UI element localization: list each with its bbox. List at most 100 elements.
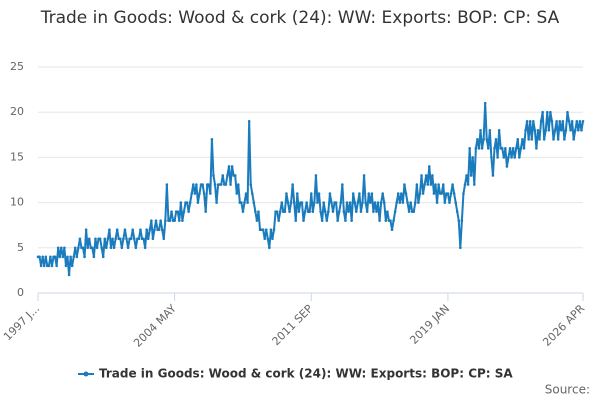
point: [115, 228, 119, 232]
point: [168, 219, 172, 222]
x-tick-label: 2004 MAY: [131, 302, 179, 350]
y-tick-label: 20: [10, 105, 24, 118]
point: [83, 255, 86, 259]
point: [49, 255, 52, 259]
point: [101, 255, 105, 259]
point: [423, 183, 426, 186]
point: [100, 246, 103, 250]
point: [483, 101, 487, 105]
point: [547, 128, 551, 132]
point: [392, 219, 395, 222]
point: [432, 192, 436, 195]
point: [154, 219, 158, 222]
point: [255, 219, 259, 222]
point: [292, 201, 296, 204]
point: [493, 147, 496, 150]
point: [185, 201, 189, 204]
point: [359, 210, 363, 213]
point: [395, 201, 398, 204]
point: [563, 138, 566, 141]
point: [122, 237, 125, 241]
point: [59, 246, 63, 250]
point: [75, 255, 79, 259]
point: [41, 255, 44, 259]
point: [303, 210, 307, 213]
point: [449, 192, 453, 195]
point: [559, 128, 563, 132]
point: [513, 156, 516, 159]
point: [328, 192, 332, 195]
point: [139, 228, 142, 232]
point: [536, 128, 540, 132]
point: [179, 201, 183, 204]
point: [98, 237, 102, 241]
point: [403, 183, 406, 186]
point: [243, 201, 246, 204]
point: [268, 246, 271, 250]
point: [451, 183, 454, 186]
point: [508, 147, 512, 150]
point: [84, 228, 88, 232]
x-tick-label: 2026 APR: [540, 302, 587, 349]
point: [215, 201, 218, 204]
point: [362, 174, 366, 177]
point: [108, 228, 111, 232]
point: [533, 128, 537, 132]
point: [527, 138, 530, 141]
point: [313, 201, 316, 204]
point: [516, 138, 520, 141]
point: [61, 255, 65, 259]
series-line: [38, 103, 584, 276]
y-tick-label: 10: [10, 196, 24, 209]
point: [129, 237, 133, 241]
point: [561, 119, 565, 123]
point: [70, 264, 74, 268]
point: [544, 128, 548, 132]
point: [311, 210, 315, 213]
point: [247, 119, 251, 123]
y-tick-label: 25: [10, 60, 24, 73]
point: [435, 201, 439, 204]
point: [415, 183, 419, 186]
point: [241, 210, 245, 213]
point: [305, 201, 308, 204]
point: [466, 183, 470, 186]
point: [86, 246, 89, 250]
point: [549, 110, 552, 114]
point: [336, 219, 339, 222]
point: [123, 228, 127, 232]
point: [443, 201, 447, 204]
point: [187, 210, 190, 213]
point: [320, 219, 324, 222]
point: [581, 119, 585, 123]
point: [240, 201, 243, 204]
point: [182, 210, 186, 213]
point: [196, 201, 200, 204]
point: [398, 201, 402, 204]
point: [580, 128, 583, 132]
point: [142, 237, 145, 241]
legend-label: Trade in Goods: Wood & cork (24): WW: Ex…: [99, 367, 513, 381]
point: [572, 138, 575, 141]
point: [308, 210, 312, 213]
point: [524, 128, 527, 132]
point: [236, 183, 240, 186]
point: [426, 183, 430, 186]
point: [372, 210, 375, 213]
point: [325, 219, 329, 222]
point: [564, 128, 568, 132]
point: [309, 192, 313, 195]
point: [368, 201, 372, 204]
point: [146, 237, 150, 241]
point: [44, 255, 48, 259]
point: [249, 183, 253, 186]
point: [327, 210, 330, 213]
point: [389, 219, 392, 222]
point: [353, 201, 357, 204]
point: [555, 119, 558, 123]
point: [440, 192, 444, 195]
point: [553, 128, 557, 132]
point: [252, 201, 256, 204]
point: [396, 192, 400, 195]
